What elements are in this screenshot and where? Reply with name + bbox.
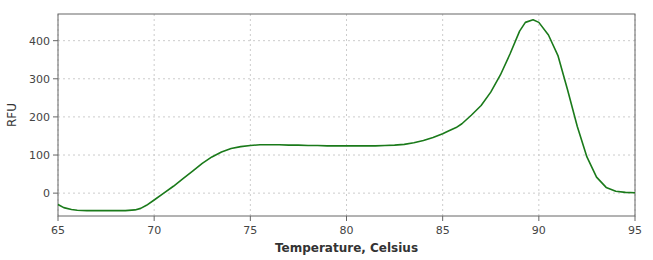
- x-tick-label: 75: [243, 224, 257, 237]
- grid: [58, 14, 635, 216]
- y-tick: [53, 193, 58, 194]
- y-grid-line: [58, 155, 635, 156]
- series: [58, 20, 635, 211]
- x-tick: [58, 216, 59, 221]
- plot-area: [58, 14, 635, 216]
- y-tick: [53, 116, 58, 117]
- y-tick-label: 0: [43, 187, 50, 200]
- x-grid-line: [346, 14, 347, 216]
- y-tick-label: 100: [29, 149, 50, 162]
- x-tick: [635, 216, 636, 221]
- y-grid-line: [58, 116, 635, 117]
- x-tick: [538, 216, 539, 221]
- y-grid-line: [58, 193, 635, 194]
- y-tick-label: 300: [29, 73, 50, 86]
- y-grid-line: [58, 40, 635, 41]
- y-axis-label: RFU: [5, 103, 19, 127]
- y-tick: [53, 40, 58, 41]
- x-tick-label: 95: [628, 224, 642, 237]
- x-grid-line: [538, 14, 539, 216]
- y-tick: [53, 155, 58, 156]
- x-grid-line: [250, 14, 251, 216]
- x-tick-label: 85: [436, 224, 450, 237]
- x-tick: [346, 216, 347, 221]
- x-grid-line: [154, 14, 155, 216]
- plot-frame: [58, 14, 635, 216]
- x-tick-label: 90: [532, 224, 546, 237]
- x-tick-label: 65: [51, 224, 65, 237]
- x-tick: [442, 216, 443, 221]
- y-tick-label: 400: [29, 35, 50, 48]
- x-tick: [154, 216, 155, 221]
- y-tick-label: 200: [29, 111, 50, 124]
- chart: 65 70 75 80 85 90 95 0 100 200 300 400 Temperature, …: [0, 0, 653, 260]
- x-axis-label: Temperature, Celsius: [275, 241, 418, 255]
- axes: 65 70 75 80 85 90 95 0 100 200 300 400: [29, 35, 642, 237]
- y-tick: [53, 78, 58, 79]
- line: [58, 20, 635, 211]
- x-tick-label: 80: [340, 224, 354, 237]
- x-tick-label: 70: [147, 224, 161, 237]
- x-grid-line: [442, 14, 443, 216]
- x-tick: [250, 216, 251, 221]
- y-grid-line: [58, 78, 635, 79]
